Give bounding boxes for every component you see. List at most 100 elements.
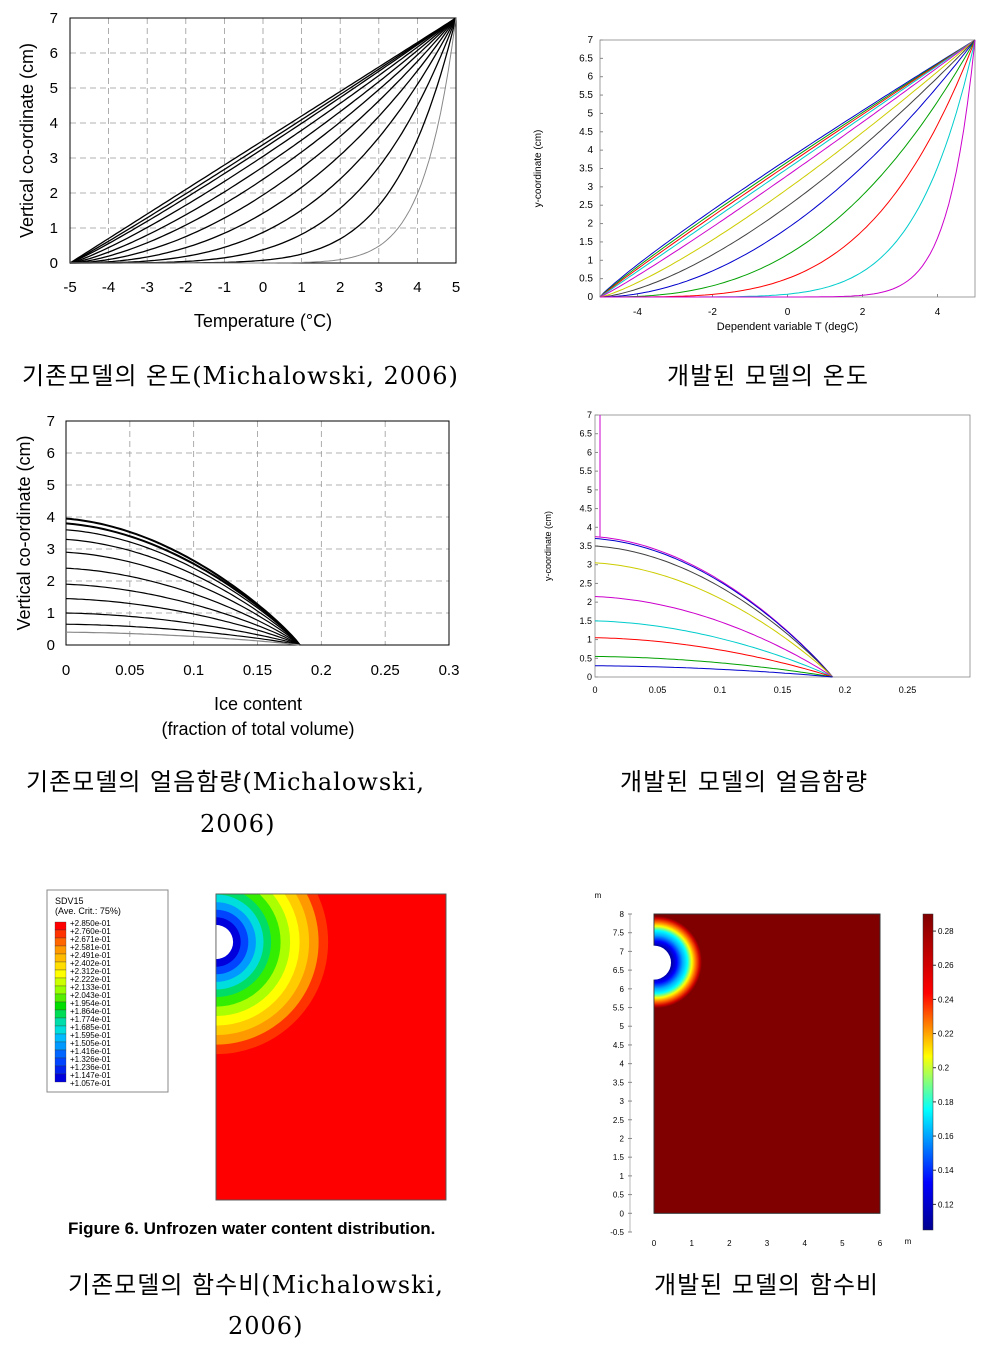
legend-swatch bbox=[54, 985, 67, 995]
x-axis-label: Ice content bbox=[214, 694, 302, 714]
x-tick-label: -4 bbox=[102, 279, 115, 296]
y-tick-label: 6 bbox=[587, 447, 592, 457]
y-tick-label: 1.5 bbox=[613, 1153, 625, 1162]
y-tick-label: 2.5 bbox=[613, 1116, 625, 1125]
y-tick-label: 0 bbox=[587, 292, 593, 303]
colorbar-label: 0.14 bbox=[938, 1166, 954, 1175]
legend-value: +2.581e-01 bbox=[70, 943, 111, 952]
ice-curve bbox=[594, 562, 833, 678]
y-tick-label: 3.5 bbox=[579, 541, 592, 551]
y-tick-label: 4 bbox=[620, 1060, 625, 1069]
caption-water-existing-line2: 2006) bbox=[228, 1312, 304, 1340]
legend-value: +1.685e-01 bbox=[70, 1023, 111, 1032]
legend-box bbox=[46, 889, 169, 1093]
y-tick-label: 5 bbox=[587, 108, 593, 119]
y-tick-label: 1 bbox=[47, 605, 55, 622]
legend-swatch bbox=[54, 1001, 67, 1011]
x-tick-label: 0.25 bbox=[371, 662, 400, 679]
chart-temperature-developed: 0 0.5 1 1.5 2 2.5 3 3.5 4 4.5 5 5.5 6 6.5 7 -4 -2 0 2 4 Depe… bbox=[533, 35, 976, 333]
legend-value: +1.236e-01 bbox=[70, 1063, 111, 1072]
chart-water-existing: SDV15 (Ave. Crit.: 75%) +2.850e-01+2.760… bbox=[46, 889, 447, 1201]
y-tick-label: 5.5 bbox=[613, 1004, 625, 1013]
y-tick-label: 7 bbox=[620, 947, 625, 956]
x-tick-label: 0.1 bbox=[714, 685, 727, 695]
ice-curve bbox=[595, 665, 833, 678]
legend-value: +1.147e-01 bbox=[70, 1071, 111, 1080]
x-tick-label: 3 bbox=[375, 279, 383, 296]
y-axis-unit: m bbox=[595, 891, 602, 900]
y-tick-label: 4.5 bbox=[613, 1041, 625, 1050]
y-tick-label: 3.5 bbox=[613, 1078, 625, 1087]
legend-title: SDV15 bbox=[55, 896, 84, 906]
legend-swatch bbox=[54, 937, 67, 947]
y-tick-label: 2.5 bbox=[579, 578, 592, 588]
y-tick-label: 3 bbox=[587, 560, 592, 570]
caption-temperature-developed: 개발된 모델의 온도 bbox=[667, 362, 869, 390]
y-tick-label: 1 bbox=[587, 255, 593, 266]
x-tick-label: 1 bbox=[689, 1239, 694, 1248]
ice-curve bbox=[594, 620, 833, 678]
colorbar-label: 0.12 bbox=[938, 1200, 954, 1209]
x-tick-label: 1 bbox=[297, 279, 305, 296]
y-tick-label: 4 bbox=[587, 145, 593, 156]
y-tick-label: 4 bbox=[47, 509, 55, 526]
legend-swatch bbox=[54, 993, 67, 1003]
chart-water-developed: m m -0.5 0 0.5 1 1.5 2 2.5 3 3.5 4 4.5 5 5.5 6 6.5 7 7.5 8 0… bbox=[595, 891, 954, 1248]
y-tick-label: 3 bbox=[47, 541, 55, 558]
colorbar-label: 0.16 bbox=[938, 1132, 954, 1141]
legend-swatch bbox=[54, 1025, 67, 1035]
legend-value: +1.416e-01 bbox=[70, 1047, 111, 1056]
y-tick-label: 1 bbox=[587, 635, 592, 645]
y-tick-label: 5 bbox=[50, 80, 58, 97]
legend-subtitle: (Ave. Crit.: 75%) bbox=[55, 906, 121, 916]
ice-curve bbox=[65, 612, 300, 646]
x-tick-label: 0 bbox=[259, 279, 267, 296]
legend-swatch bbox=[54, 1033, 67, 1043]
ice-curve bbox=[65, 522, 301, 646]
legend-swatch bbox=[54, 969, 67, 979]
x-tick-label: 2 bbox=[727, 1239, 732, 1248]
x-axis-label-2: (fraction of total volume) bbox=[161, 719, 354, 739]
ice-curve bbox=[594, 596, 833, 678]
temperature-curve bbox=[599, 39, 976, 298]
colorbar bbox=[922, 913, 934, 1231]
legend-value: +1.326e-01 bbox=[70, 1055, 111, 1064]
plot-frame bbox=[594, 414, 971, 678]
x-tick-label: 3 bbox=[765, 1239, 770, 1248]
legend-value: +1.864e-01 bbox=[70, 1007, 111, 1016]
temperature-curve bbox=[599, 39, 976, 298]
ice-curve bbox=[65, 517, 301, 646]
y-axis-label: Vertical co-ordinate (cm) bbox=[14, 435, 34, 630]
y-axis-label: y-coordinate (cm) bbox=[533, 130, 544, 208]
x-tick-label: 5 bbox=[840, 1239, 845, 1248]
y-tick-label: 3 bbox=[620, 1097, 625, 1106]
legend-swatch bbox=[54, 977, 67, 987]
legend-swatch bbox=[54, 1009, 67, 1019]
y-tick-label: 0 bbox=[587, 672, 592, 682]
y-tick-label: -0.5 bbox=[610, 1228, 624, 1237]
caption-water-developed: 개발된 모델의 함수비 bbox=[654, 1271, 879, 1299]
x-tick-label: 5 bbox=[452, 279, 460, 296]
chart-ice-developed: 0 0.5 1 1.5 2 2.5 3 3.5 4 4.5 5 5.5 6 6.5 7 0 0.05 0.1 0.1… bbox=[543, 410, 971, 695]
legend-value: +1.595e-01 bbox=[70, 1031, 111, 1040]
y-tick-label: 6 bbox=[47, 445, 55, 462]
colorbar-label: 0.2 bbox=[938, 1064, 950, 1073]
legend-swatch bbox=[54, 929, 67, 939]
x-tick-label: 0.15 bbox=[243, 662, 272, 679]
y-tick-label: 3.5 bbox=[579, 164, 593, 175]
temperature-curve bbox=[69, 17, 457, 264]
ice-curve bbox=[65, 529, 301, 646]
y-tick-label: 1.5 bbox=[579, 616, 592, 626]
temperature-curve bbox=[599, 39, 976, 298]
x-tick-label: -3 bbox=[141, 279, 154, 296]
domain-frame bbox=[653, 913, 881, 1214]
ice-curve bbox=[65, 598, 300, 646]
y-tick-label: 0 bbox=[620, 1209, 625, 1218]
ice-curve bbox=[594, 637, 833, 678]
y-tick-label: 8 bbox=[620, 910, 625, 919]
y-tick-label: 5.5 bbox=[579, 90, 593, 101]
caption-water-existing-line1: 기존모델의 함수비(Michalowski, bbox=[68, 1271, 444, 1299]
legend-value: +1.057e-01 bbox=[70, 1079, 111, 1088]
x-axis-unit: m bbox=[905, 1237, 912, 1246]
y-tick-label: 2 bbox=[47, 573, 55, 590]
